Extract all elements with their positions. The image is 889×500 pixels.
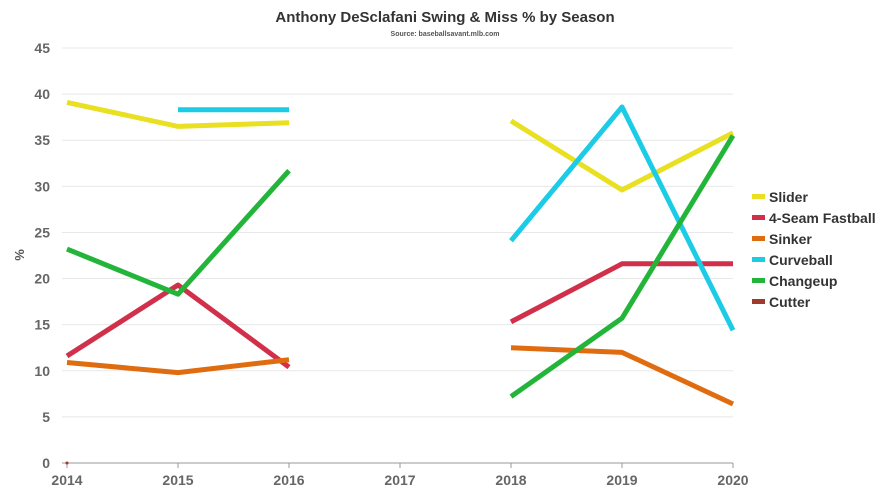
series-curveball bbox=[178, 104, 736, 332]
legend-label: Cutter bbox=[769, 294, 811, 310]
series-slider bbox=[66, 99, 735, 193]
x-tick-label: 2017 bbox=[384, 472, 415, 488]
legend: Slider 4-Seam Fastball Sinker Curveball Chan… bbox=[752, 189, 876, 310]
legend-swatch bbox=[752, 194, 765, 199]
legend-swatch bbox=[752, 257, 765, 262]
x-tick-label: 2016 bbox=[273, 472, 304, 488]
y-tick-label: 30 bbox=[34, 178, 50, 194]
series-line-segment bbox=[66, 357, 290, 376]
y-axis-ticks: 0 5 10 15 20 25 30 35 40 45 bbox=[34, 40, 50, 471]
legend-label: Sinker bbox=[769, 231, 812, 247]
x-tick-label: 2015 bbox=[162, 472, 193, 488]
series-line-segment bbox=[66, 168, 291, 297]
series-cutter bbox=[65, 461, 69, 465]
series-line-segment bbox=[65, 282, 291, 370]
legend-swatch bbox=[752, 215, 765, 220]
x-tick-label: 2019 bbox=[606, 472, 637, 488]
legend-label: Changeup bbox=[769, 273, 837, 289]
y-axis-label: % bbox=[12, 249, 27, 261]
x-tick-label: 2020 bbox=[717, 472, 748, 488]
y-tick-label: 5 bbox=[42, 409, 50, 425]
chart-subtitle: Source: baseballsavant.mlb.com bbox=[391, 31, 500, 38]
series-line-segment bbox=[509, 261, 733, 325]
grid-lines bbox=[62, 47, 733, 464]
x-axis-ticks: 2014 2015 2016 2017 2018 2019 2020 bbox=[51, 463, 749, 488]
y-tick-label: 25 bbox=[34, 224, 50, 240]
x-tick-label: 2018 bbox=[495, 472, 526, 488]
y-tick-label: 15 bbox=[34, 317, 50, 333]
series-line-segment bbox=[509, 134, 736, 399]
series-changeup bbox=[66, 134, 736, 399]
series-lines bbox=[65, 99, 736, 465]
y-tick-label: 45 bbox=[34, 40, 50, 56]
y-tick-label: 20 bbox=[34, 271, 50, 287]
legend-swatch bbox=[752, 278, 765, 283]
legend-swatch bbox=[752, 236, 765, 241]
series-point bbox=[65, 461, 69, 465]
x-tick-label: 2014 bbox=[51, 472, 82, 488]
legend-label: 4-Seam Fastball bbox=[769, 210, 876, 226]
chart-title: Anthony DeSclafani Swing & Miss % by Sea… bbox=[275, 9, 614, 26]
y-tick-label: 35 bbox=[34, 132, 50, 148]
y-tick-label: 10 bbox=[34, 363, 50, 379]
y-tick-label: 0 bbox=[42, 455, 50, 471]
series-line-segment bbox=[510, 345, 735, 407]
series-line-segment bbox=[66, 99, 290, 129]
legend-swatch bbox=[752, 299, 765, 304]
y-tick-label: 40 bbox=[34, 86, 50, 102]
legend-label: Slider bbox=[769, 189, 808, 205]
series-line-segment bbox=[509, 104, 736, 332]
series-line-segment bbox=[509, 118, 735, 193]
legend-label: Curveball bbox=[769, 252, 833, 268]
series-sinker bbox=[66, 345, 735, 407]
series-4-seam-fastball bbox=[65, 261, 733, 370]
